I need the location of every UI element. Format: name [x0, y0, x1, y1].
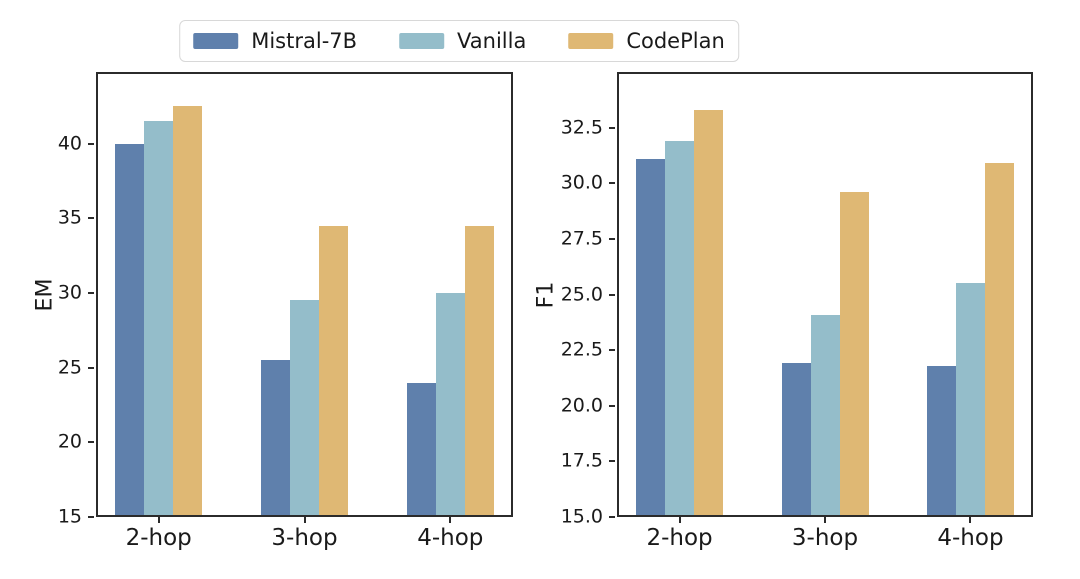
y-tick-mark — [88, 142, 94, 145]
x-tick-label-2-hop: 2-hop — [646, 525, 713, 551]
bar-codeplan-2-hop — [694, 109, 724, 517]
x-tick-label-2-hop: 2-hop — [125, 525, 192, 551]
y-axis-label-em: EM — [32, 278, 58, 311]
y-tick-mark — [88, 516, 94, 518]
x-tick-mark — [449, 517, 452, 523]
legend: Mistral-7B Vanilla CodePlan — [179, 20, 739, 62]
y-tick-label: 20.0 — [560, 394, 603, 417]
bar-mistral-7b-3-hop — [781, 363, 811, 517]
legend-swatch-mistral-7b — [193, 33, 239, 49]
legend-label: CodePlan — [626, 28, 725, 53]
bar-mistral-7b-2-hop — [115, 143, 145, 517]
legend-item-mistral-7b: Mistral-7B — [193, 28, 358, 53]
chart-em: EM 15 20 25 30 35 40 2-hop 3-hop 4-hop — [32, 72, 513, 550]
x-tick-mark — [157, 517, 160, 523]
bar-vanilla-2-hop — [144, 121, 174, 517]
y-tick-label: 35 — [57, 206, 82, 229]
bar-vanilla-2-hop — [665, 140, 695, 517]
bar-codeplan-4-hop — [984, 163, 1014, 517]
x-tick-mark — [303, 517, 306, 523]
legend-label: Vanilla — [457, 28, 527, 53]
y-tick-label: 15.0 — [560, 505, 603, 528]
legend-label: Mistral-7B — [251, 28, 358, 53]
y-tick-mark — [609, 349, 615, 352]
y-tick-label: 30 — [57, 281, 82, 304]
y-tick-label: 25 — [57, 356, 82, 379]
y-tick-label: 25.0 — [560, 283, 603, 305]
legend-item-vanilla: Vanilla — [399, 28, 527, 53]
bar-vanilla-4-hop — [435, 293, 465, 517]
x-tick-label-4-hop: 4-hop — [937, 525, 1004, 551]
bar-vanilla-3-hop — [290, 300, 319, 517]
y-tick-mark — [609, 126, 615, 129]
legend-swatch-vanilla — [399, 33, 445, 49]
legend-swatch-codeplan — [568, 33, 614, 49]
y-tick-mark — [609, 404, 615, 407]
y-tick-mark — [88, 366, 94, 369]
y-tick-mark — [609, 237, 615, 240]
y-tick-mark — [609, 293, 615, 296]
x-tick-label-4-hop: 4-hop — [417, 525, 484, 551]
bar-vanilla-4-hop — [955, 283, 985, 517]
x-tick-mark — [824, 517, 826, 523]
bar-mistral-7b-3-hop — [261, 360, 290, 517]
y-tick-label: 22.5 — [560, 338, 603, 361]
y-tick-mark — [609, 460, 615, 463]
y-tick-mark — [88, 441, 94, 444]
y-axis-label-f1: F1 — [533, 281, 558, 308]
bar-mistral-7b-2-hop — [636, 158, 666, 517]
y-tick-label: 15 — [57, 505, 82, 528]
bar-vanilla-3-hop — [810, 314, 840, 517]
legend-item-codeplan: CodePlan — [568, 28, 725, 53]
y-axis-label-wrap: F1 — [533, 72, 559, 517]
x-tick-label-3-hop: 3-hop — [791, 525, 859, 551]
y-tick-label: 32.5 — [560, 116, 603, 139]
y-tick-label: 27.5 — [560, 227, 603, 250]
bar-codeplan-4-hop — [464, 225, 494, 517]
y-axis-label-wrap: EM — [32, 72, 58, 517]
x-tick-label-3-hop: 3-hop — [271, 525, 338, 551]
y-tick-mark — [609, 516, 615, 518]
y-tick-label: 20 — [57, 430, 82, 453]
y-tick-mark — [88, 217, 94, 220]
bar-mistral-7b-4-hop — [926, 365, 956, 517]
x-tick-mark — [678, 517, 681, 523]
x-tick-mark — [969, 517, 972, 523]
bar-codeplan-2-hop — [173, 106, 203, 517]
bar-mistral-7b-4-hop — [406, 382, 436, 517]
y-tick-label: 17.5 — [560, 449, 603, 472]
chart-f1: F1 15.0 17.5 20.0 22.5 25.0 27.5 30.0 32.5 2-hop… — [533, 72, 1033, 550]
y-tick-mark — [609, 182, 615, 185]
y-tick-label: 40 — [57, 132, 82, 155]
bar-codeplan-3-hop — [319, 225, 348, 517]
bar-codeplan-3-hop — [839, 192, 869, 517]
y-tick-label: 30.0 — [560, 171, 603, 194]
y-tick-mark — [88, 292, 94, 294]
